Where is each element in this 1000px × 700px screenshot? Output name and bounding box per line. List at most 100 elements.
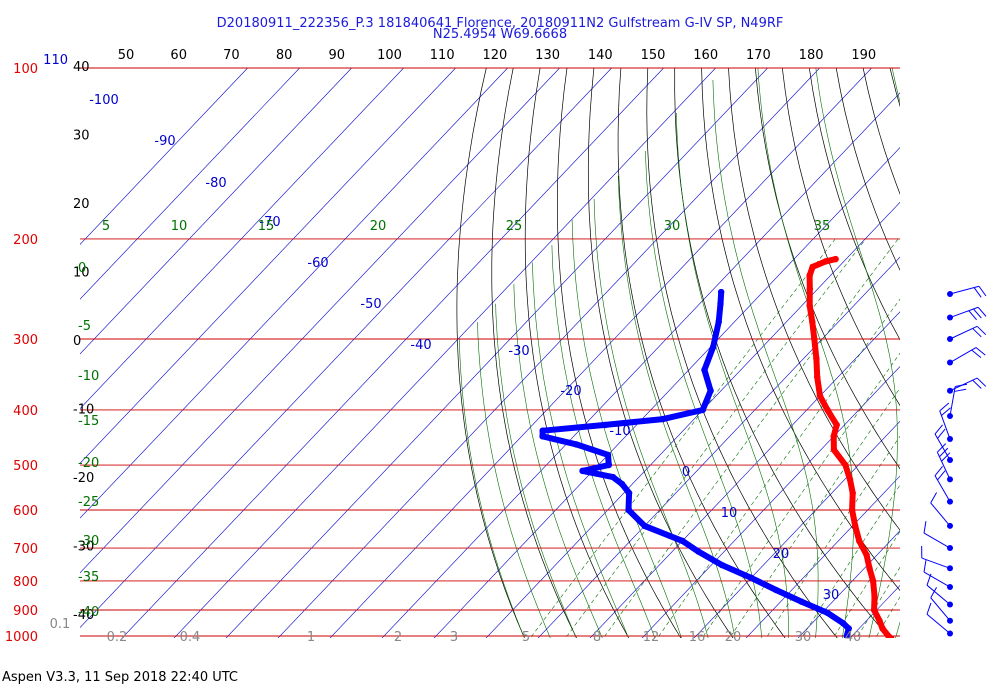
temperature-profile-point (888, 635, 895, 638)
dry-adiabat-line (491, 68, 577, 638)
isotherm-line (121, 68, 664, 638)
left-temp-label: 40 (73, 60, 90, 75)
wind-barb-flag (955, 383, 968, 388)
wind-barb-staff (926, 613, 951, 634)
wind-barb-point (947, 601, 953, 608)
left-temp-label: -20 (73, 471, 94, 486)
isotherm-line (849, 585, 900, 638)
footer-text: Aspen V3.3, 11 Sep 2018 22:40 UTC (2, 670, 239, 685)
temperature-profile-point (848, 506, 856, 514)
theta-e-label: 30 (664, 219, 681, 234)
temperature-profile-point (806, 302, 813, 309)
temperature-profile-point (811, 335, 818, 343)
isotherm-line (945, 68, 1000, 648)
mixing-ratio-line (565, 238, 866, 638)
wind-barb-flag (926, 602, 932, 615)
mixing-ratio-line (765, 435, 900, 638)
sounding-profiles (539, 255, 895, 638)
wind-barb-staff (926, 584, 951, 605)
dewpoint-profile-point (609, 473, 617, 481)
mixing-ratio-line (657, 298, 900, 638)
dry-adiabat-line (971, 68, 1000, 648)
top-tick-label: 60 (170, 48, 187, 63)
mixing-ratio-label: 8 (593, 630, 601, 645)
moist-adiabat-line (551, 245, 656, 638)
top-tick-label: 130 (535, 48, 560, 63)
pressure-label: 900 (13, 604, 38, 619)
wind-barb-flag (972, 379, 982, 389)
top-tick-label: 150 (641, 48, 666, 63)
isotherm-label: -80 (205, 176, 226, 191)
temperature-profile-point (832, 255, 839, 263)
temperature-profile-point (806, 272, 813, 279)
dewpoint-profile-point (709, 343, 717, 351)
pressure-label: 300 (13, 333, 38, 348)
theta-e-label: 25 (506, 219, 523, 234)
isotherm-label: -50 (360, 297, 381, 312)
wind-barb (947, 306, 987, 321)
dry-adiabat-line (862, 68, 900, 195)
mixing-ratio-label: 16 (689, 630, 706, 645)
wind-barb-point (947, 359, 953, 366)
wind-barb-point (947, 387, 953, 394)
wind-barb-point (947, 413, 953, 420)
isobars (80, 67, 900, 637)
top-tick-label: 160 (693, 48, 718, 63)
mixing-ratio-label: 0.4 (180, 630, 201, 645)
wind-barb-point (947, 584, 953, 591)
top-tick-label: 50 (118, 48, 135, 63)
left-temp-label: 10 (73, 266, 90, 281)
wind-barb-flag (936, 443, 947, 453)
isotherm-line (997, 68, 1000, 648)
left-temp-label: 30 (73, 129, 90, 144)
moist-adiabat-line (945, 68, 1000, 648)
moist-adiabat-line (477, 321, 551, 638)
mixing-ratio-line (701, 352, 900, 638)
wind-barb (936, 443, 953, 483)
dewpoint-profile-point (718, 561, 726, 569)
wind-barb-flag (939, 447, 949, 458)
pressure-label: 500 (13, 459, 38, 474)
wind-barb-flag (968, 310, 978, 321)
dewpoint-profile-point (717, 300, 724, 307)
temperature-profile-point (855, 537, 863, 545)
dewpoint-profile-point (539, 427, 546, 434)
isotherm-line (80, 68, 300, 300)
wind-barb-flag (923, 560, 927, 573)
isotherm-line (329, 68, 872, 638)
moist-adiabat-line (459, 338, 525, 638)
wind-barb-flag (923, 521, 927, 534)
dewpoint-profile-point (618, 480, 626, 488)
dewpoint-profile-point (843, 632, 850, 638)
left-green-label: -40 (78, 605, 99, 620)
mixing-ratio-label: 0.1 (50, 617, 71, 632)
moist-adiabat-line (532, 262, 629, 638)
left-green-label: -10 (78, 369, 99, 384)
wind-barb-flag (930, 587, 938, 598)
theta-e-label: 5 (102, 219, 110, 234)
temperature-profile-point (806, 285, 814, 293)
mixing-ratio-label: 2 (394, 630, 402, 645)
dewpoint-profile-point (845, 625, 852, 632)
diagram-grid (80, 68, 1000, 648)
mixing-ratio-line (875, 596, 900, 638)
mixing-ratio-line (729, 387, 900, 638)
left-green-label: 0 (78, 261, 86, 276)
wind-barb (934, 424, 953, 464)
wind-barb-flag (941, 407, 951, 416)
dewpoint-profile-point (605, 461, 613, 469)
left-green-label: -20 (78, 456, 99, 471)
wind-barb (947, 383, 968, 420)
dry-adiabat-line (674, 68, 890, 638)
dry-adiabat-line (808, 68, 900, 341)
isotherm-label: -40 (410, 338, 431, 353)
isotherm-label: 20 (773, 547, 790, 562)
mixing-ratio-label: 0.2 (107, 630, 128, 645)
temperature-profile-point (809, 263, 816, 271)
theta-e-label: 10 (171, 219, 188, 234)
isotherm-line (893, 68, 1000, 648)
dewpoint-profile-point (641, 522, 648, 530)
wind-barb-flag (976, 325, 987, 336)
dry-adiabat-line (587, 68, 734, 638)
